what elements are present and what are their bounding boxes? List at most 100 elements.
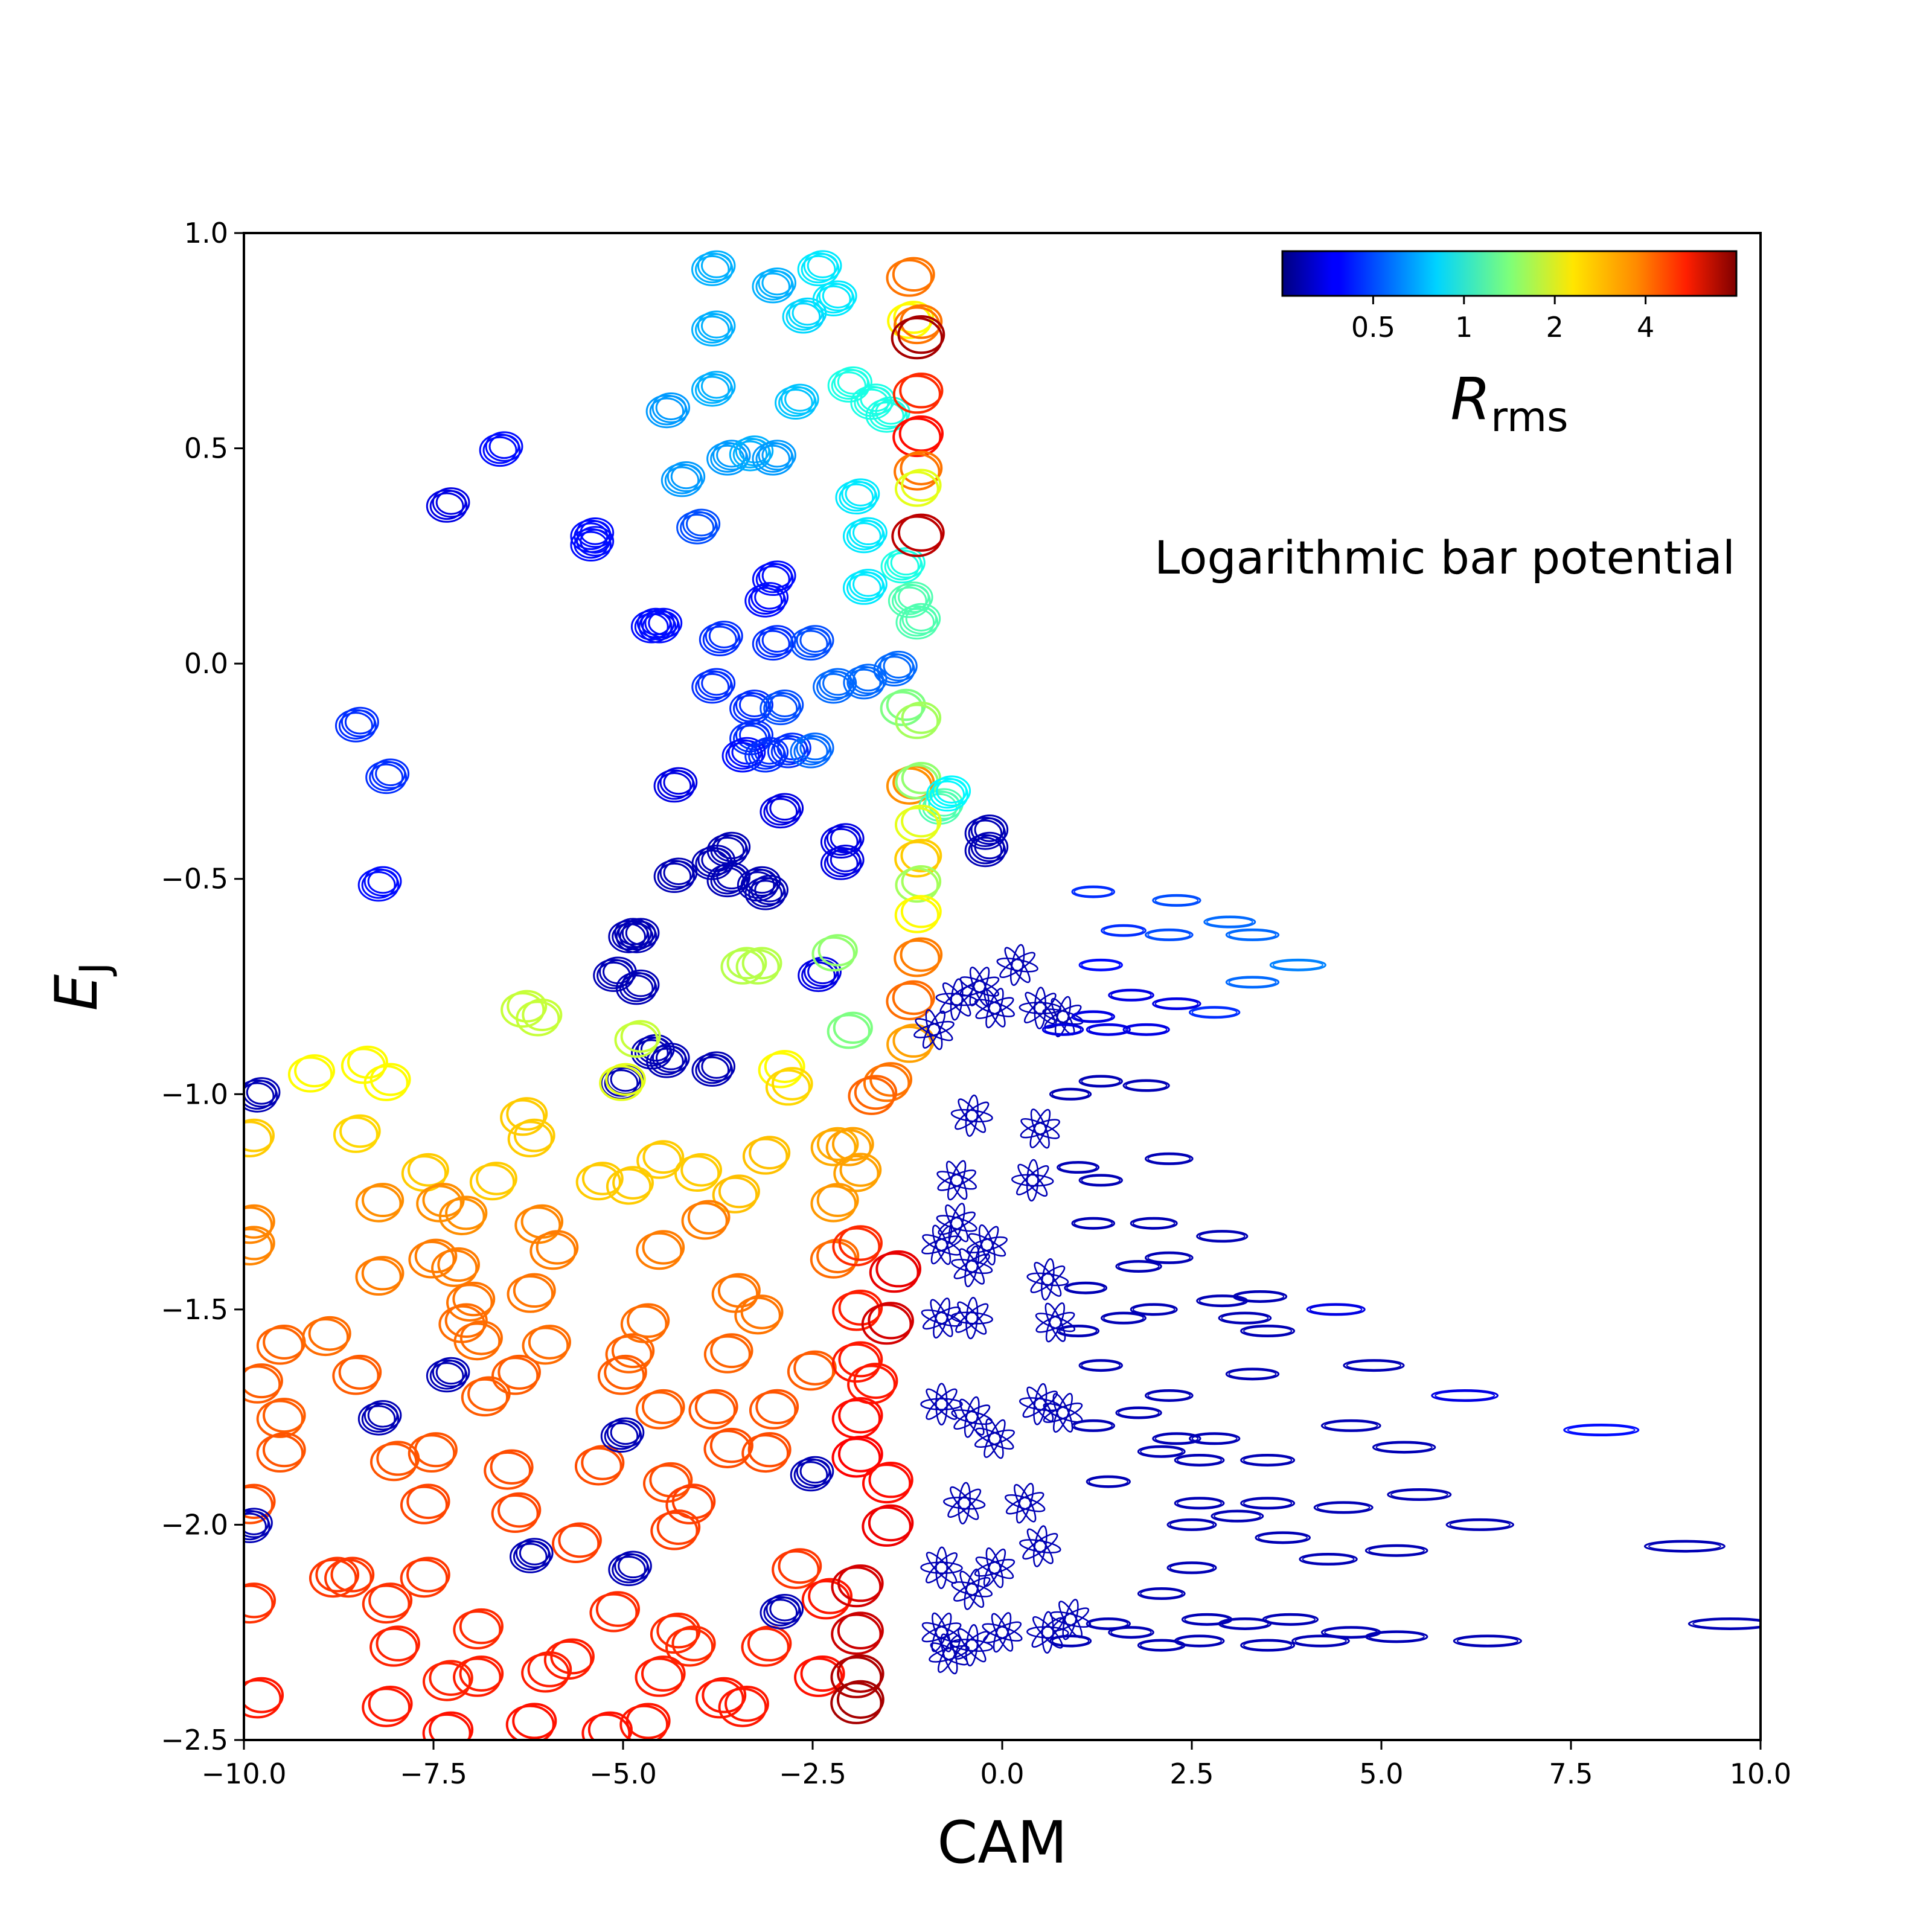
orbit-point	[400, 1556, 450, 1598]
orbit-point	[894, 937, 943, 977]
orbit-point	[1166, 1518, 1217, 1531]
x-tick-label: 2.5	[1169, 1758, 1214, 1790]
x-axis: −10.0 −7.5 −5.0 −2.5 0.0 2.5 5.0 7.5 10.0	[202, 1740, 1791, 1790]
orbit-point	[522, 1325, 571, 1365]
orbit-point	[820, 823, 865, 859]
orbit-point	[760, 689, 804, 726]
orbit-point	[1130, 1303, 1178, 1316]
orbit-point	[615, 918, 660, 953]
orbit-point	[974, 1547, 1016, 1588]
orbit-point	[491, 1354, 541, 1395]
orbit-point	[635, 1655, 686, 1697]
orbit-point	[446, 1281, 496, 1322]
orbit-point	[810, 1127, 859, 1166]
orbit-point	[1145, 1251, 1194, 1264]
orbit-point	[1004, 1483, 1046, 1524]
orbit-point	[1225, 928, 1280, 941]
orbit-point	[507, 1118, 555, 1157]
orbit-point	[1145, 1389, 1194, 1402]
colorbar: 0.5 1 2 4 Rrms	[1281, 250, 1738, 441]
orbit-point	[891, 315, 945, 360]
orbit-point	[1320, 1419, 1381, 1432]
orbit-point	[721, 737, 766, 773]
orbit-point	[599, 1063, 646, 1101]
orbit-point	[891, 513, 945, 557]
orbit-point	[408, 1432, 458, 1473]
orbit-point	[765, 1067, 813, 1106]
y-axis: −2.5 −2.0 −1.5 −1.0 −0.5 0.0 0.5 1.0	[161, 217, 244, 1756]
orbit-point	[1372, 1441, 1436, 1454]
orbit-point	[1152, 997, 1201, 1011]
orbit-point	[1101, 924, 1147, 937]
orbit-point	[491, 1492, 542, 1534]
orbit-point	[431, 1247, 481, 1287]
orbit-point	[913, 1009, 955, 1051]
orbit-point	[608, 1550, 652, 1587]
orbit-point	[886, 257, 935, 297]
orbit-point	[661, 461, 706, 497]
orbit-point	[287, 1054, 336, 1093]
orbit-point	[1115, 1260, 1162, 1273]
orbit-point	[501, 990, 548, 1028]
orbit-point	[1071, 1419, 1116, 1432]
orbit-point	[1130, 1217, 1178, 1230]
orbit-point	[801, 1578, 853, 1620]
orbit-point	[1445, 1518, 1514, 1531]
orbit-point	[1122, 1023, 1170, 1036]
orbit-point	[453, 1320, 503, 1361]
orbit-point	[1225, 976, 1280, 989]
orbit-point	[951, 1245, 993, 1288]
orbit-point	[244, 1508, 273, 1543]
orbit-point	[1078, 1359, 1123, 1372]
orbit-point	[674, 1153, 723, 1192]
orbit-point	[797, 250, 842, 287]
orbit-point	[790, 625, 834, 661]
orbit-point	[782, 297, 827, 334]
colorbar-tick-label: 1	[1455, 311, 1473, 344]
orbit-point	[324, 1556, 375, 1598]
orbit-point	[636, 1140, 685, 1179]
orbit-point	[831, 1611, 884, 1655]
orbit-point	[744, 737, 789, 773]
orbit-point	[1643, 1540, 1726, 1553]
orbit-point	[862, 1504, 914, 1547]
orbit-point	[1152, 1432, 1201, 1445]
orbit-point	[529, 1230, 579, 1270]
colorbar-tick-label: 4	[1637, 311, 1654, 344]
colorbar-label-main: R	[1450, 365, 1491, 433]
orbit-point	[706, 440, 751, 476]
y-axis-label-main: E	[43, 974, 110, 1011]
x-tick-label: 10.0	[1730, 1758, 1791, 1790]
orbit-point	[505, 1703, 557, 1740]
orbit-point	[1137, 1587, 1186, 1601]
orbit-point	[843, 664, 888, 700]
x-tick-label: 0.0	[980, 1758, 1024, 1790]
orbit-point	[1240, 1497, 1296, 1510]
orbit-point	[1387, 1488, 1452, 1502]
orbit-point	[706, 831, 751, 868]
orbit-point	[1041, 1023, 1084, 1036]
orbit-point	[1049, 1599, 1092, 1640]
orbit-point	[1299, 1552, 1358, 1566]
orbit-point	[1306, 1303, 1366, 1316]
orbit-point	[653, 767, 698, 803]
orbit-point	[831, 1435, 883, 1478]
orbit-point	[256, 1432, 306, 1473]
orbit-point	[688, 1389, 738, 1430]
orbit-point	[1071, 1010, 1116, 1023]
orbit-point	[244, 1077, 281, 1113]
orbit-point	[334, 706, 379, 743]
orbit-point	[744, 875, 788, 910]
x-tick-label: 7.5	[1549, 1758, 1593, 1790]
orbit-point	[812, 280, 857, 316]
orbit-point	[1240, 1639, 1296, 1652]
orbit-point	[895, 701, 942, 740]
orbit-point	[597, 1354, 647, 1395]
orbit-point	[1078, 1075, 1123, 1088]
orbit-point	[752, 440, 796, 476]
annotation: Logarithmic bar potential	[1154, 531, 1735, 584]
orbit-point	[1211, 1509, 1264, 1523]
orbit-point	[1364, 1630, 1428, 1643]
